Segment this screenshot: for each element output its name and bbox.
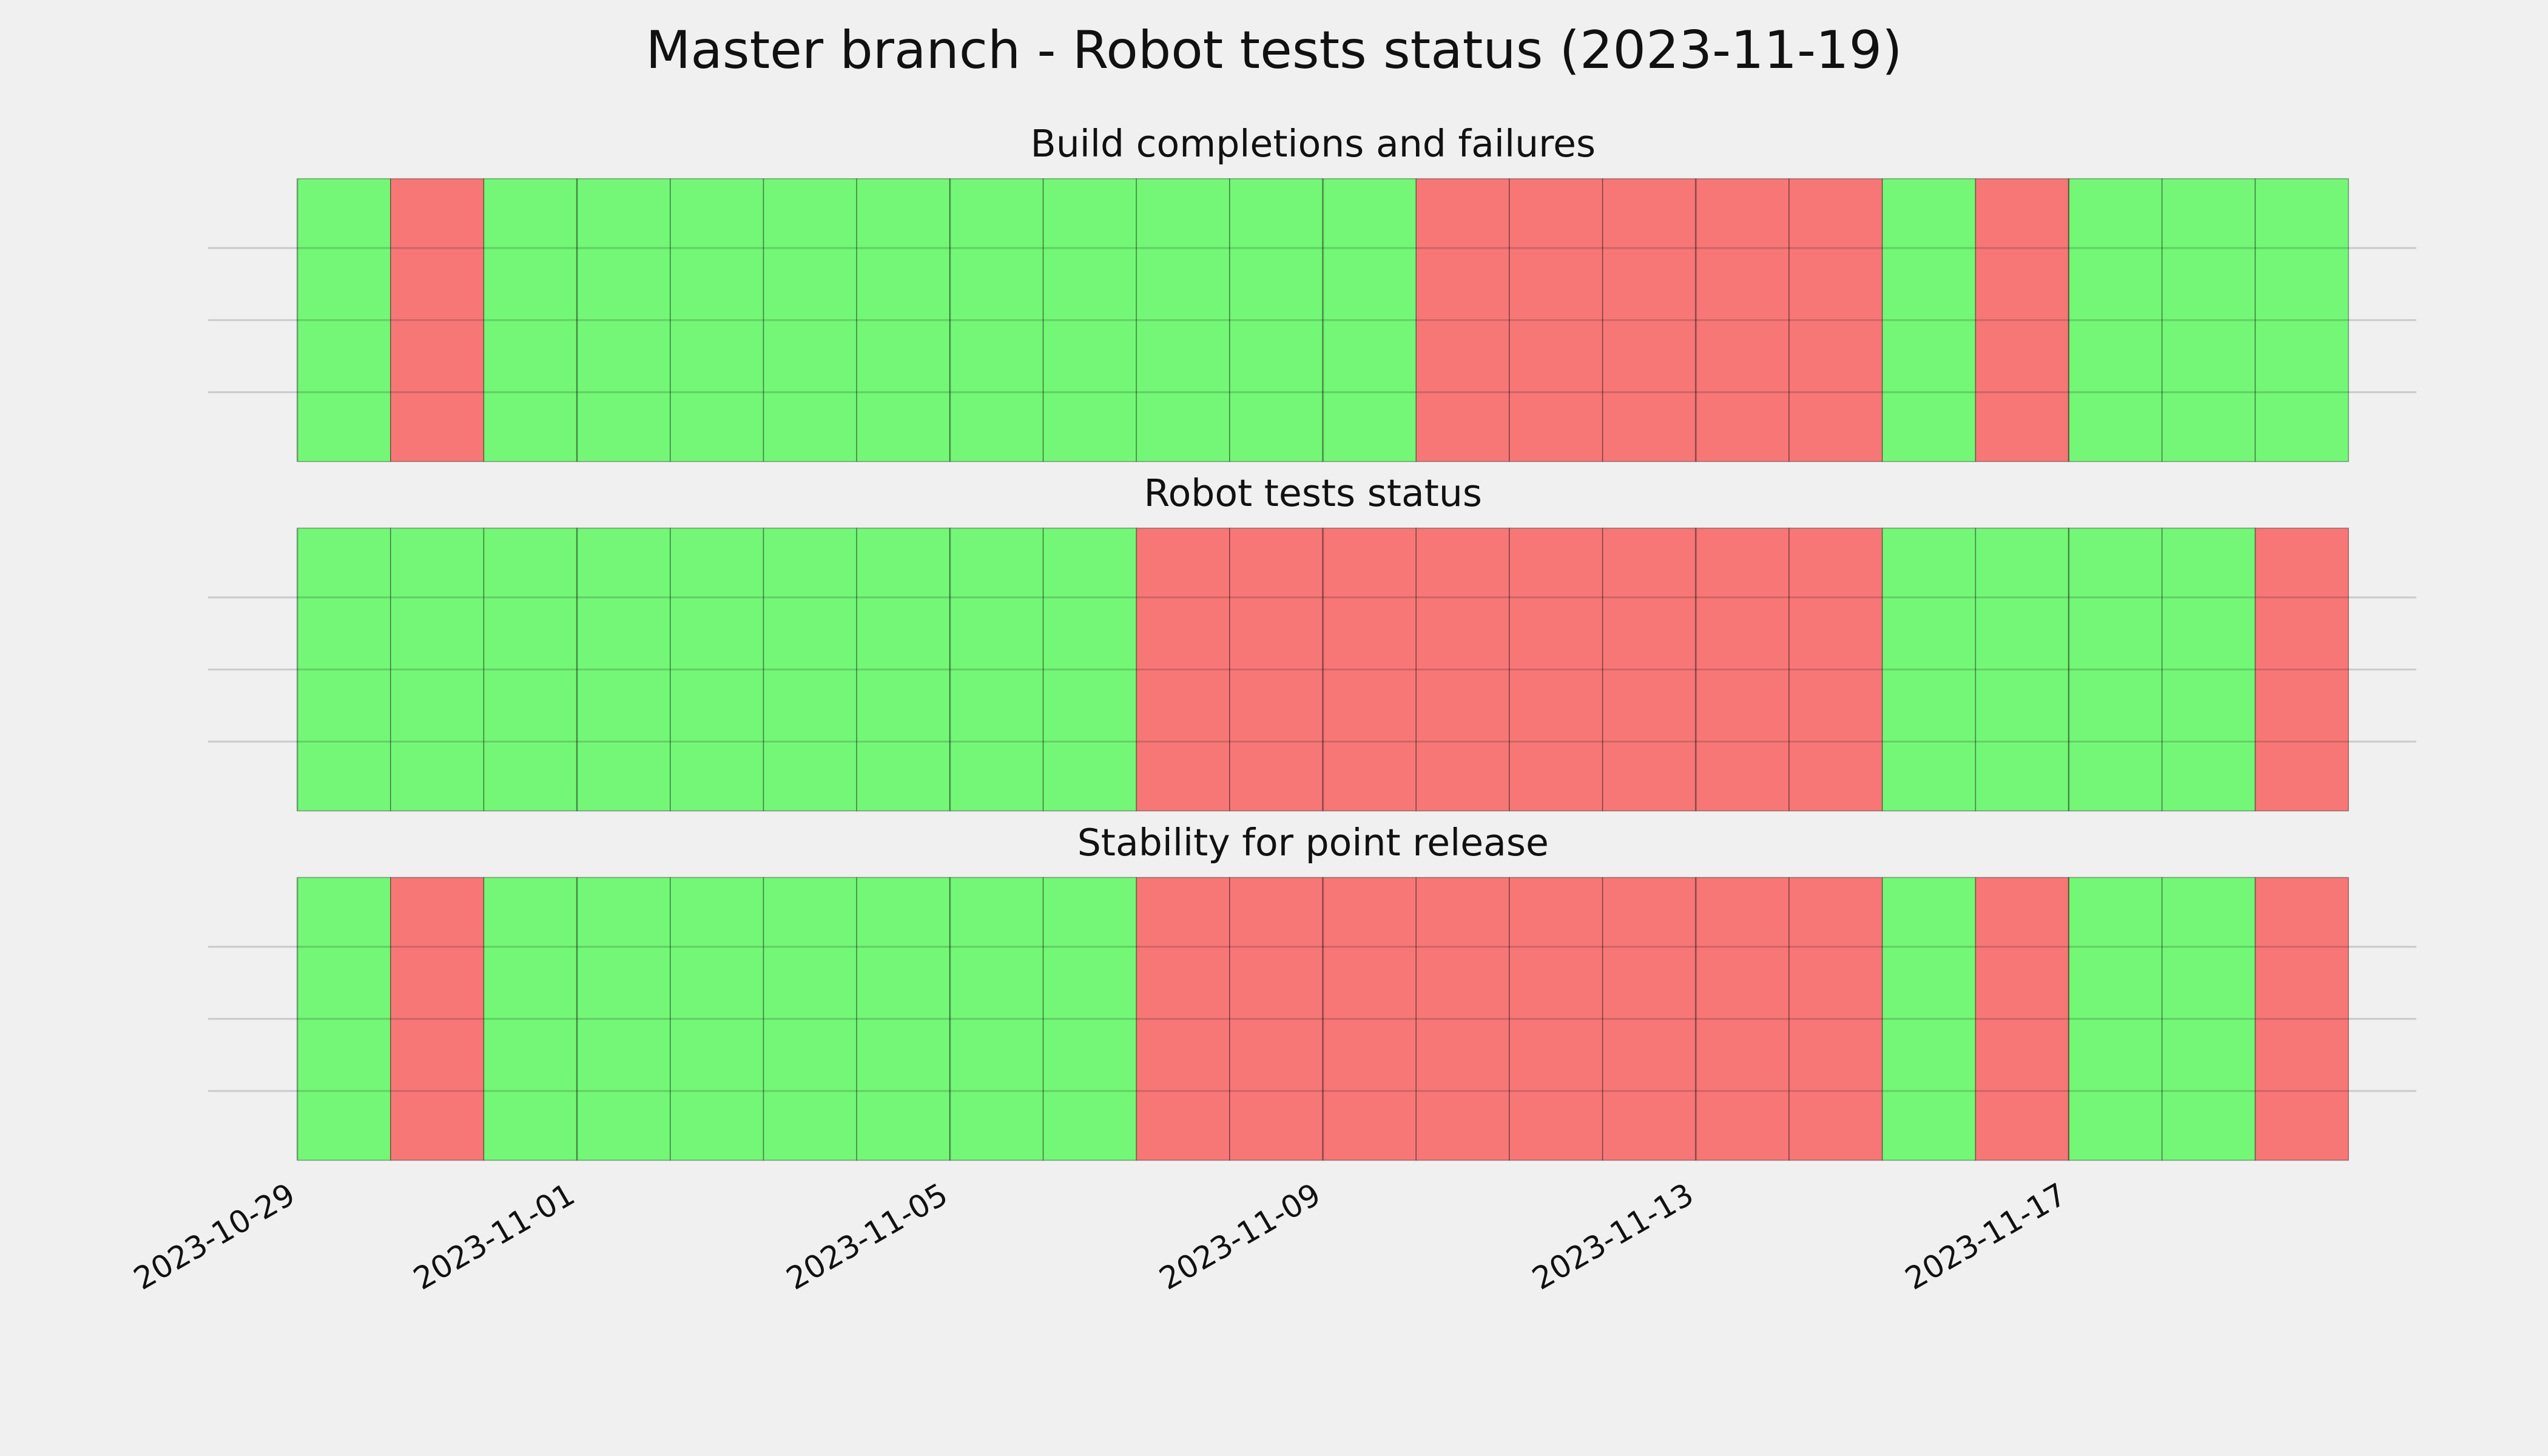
figure-title: Master branch - Robot tests status (2023… bbox=[645, 20, 1902, 81]
status-bar bbox=[1975, 877, 2069, 1161]
status-bar bbox=[576, 527, 671, 812]
status-bar bbox=[1881, 178, 1977, 462]
status-bar bbox=[1415, 178, 1510, 462]
status-bar bbox=[1509, 178, 1603, 462]
status-bar bbox=[1602, 178, 1697, 462]
status-bar bbox=[763, 527, 858, 812]
status-bar bbox=[576, 877, 671, 1161]
status-bar bbox=[1042, 877, 1138, 1161]
status-bar bbox=[1415, 877, 1510, 1161]
status-bar bbox=[1042, 178, 1138, 462]
status-bar bbox=[1695, 527, 1790, 812]
status-bar bbox=[1788, 527, 1883, 812]
status-bar bbox=[2161, 877, 2256, 1161]
status-bar bbox=[1136, 178, 1230, 462]
status-bar bbox=[2068, 877, 2163, 1161]
status-bar bbox=[949, 527, 1044, 812]
panel-title: Stability for point release bbox=[1077, 821, 1549, 864]
status-bar bbox=[2254, 877, 2349, 1161]
status-bar bbox=[2068, 527, 2163, 812]
status-bar bbox=[670, 877, 764, 1161]
status-bar bbox=[949, 877, 1044, 1161]
status-bar bbox=[763, 178, 858, 462]
status-bar bbox=[1415, 527, 1510, 812]
status-bar bbox=[297, 877, 391, 1161]
status-bar bbox=[949, 178, 1044, 462]
status-bar bbox=[1322, 178, 1417, 462]
status-bar bbox=[670, 178, 764, 462]
status-bar bbox=[1881, 527, 1977, 812]
status-bar bbox=[1695, 178, 1790, 462]
status-bar bbox=[856, 178, 951, 462]
status-bar bbox=[2161, 178, 2256, 462]
status-bar bbox=[483, 178, 578, 462]
status-bar bbox=[1229, 877, 1324, 1161]
status-bar bbox=[763, 877, 858, 1161]
status-bar bbox=[856, 877, 951, 1161]
x-tick-label: 2023-11-01 bbox=[408, 1177, 581, 1298]
x-tick-label: 2023-11-05 bbox=[781, 1177, 954, 1298]
status-bar bbox=[389, 178, 485, 462]
status-bar bbox=[483, 877, 578, 1161]
status-bar bbox=[1509, 877, 1603, 1161]
status-bar bbox=[483, 527, 578, 812]
status-bar bbox=[2254, 178, 2349, 462]
x-tick-label: 2023-10-29 bbox=[128, 1177, 302, 1298]
status-bar bbox=[1695, 877, 1790, 1161]
status-bar bbox=[1788, 877, 1883, 1161]
x-tick-label: 2023-11-17 bbox=[1899, 1177, 2073, 1298]
x-tick-label: 2023-11-13 bbox=[1526, 1177, 1700, 1298]
panel-title: Build completions and failures bbox=[1030, 122, 1596, 166]
status-bar bbox=[856, 527, 951, 812]
status-bar bbox=[297, 527, 391, 812]
status-bar bbox=[1229, 527, 1324, 812]
x-tick-label: 2023-11-09 bbox=[1154, 1177, 1327, 1298]
status-bar bbox=[1788, 178, 1883, 462]
status-bar bbox=[2068, 178, 2163, 462]
status-bar bbox=[2254, 527, 2349, 812]
status-bar bbox=[1136, 527, 1230, 812]
status-bar bbox=[1975, 178, 2069, 462]
status-bar bbox=[1042, 527, 1138, 812]
status-bar bbox=[2161, 527, 2256, 812]
panel-title: Robot tests status bbox=[1144, 471, 1482, 515]
status-bar bbox=[389, 527, 485, 812]
status-bar bbox=[1509, 527, 1603, 812]
status-bar bbox=[389, 877, 485, 1161]
status-bar bbox=[1975, 527, 2069, 812]
status-bar bbox=[1322, 527, 1417, 812]
status-bar bbox=[1602, 527, 1697, 812]
status-bar bbox=[670, 527, 764, 812]
status-bar bbox=[576, 178, 671, 462]
status-bar bbox=[1881, 877, 1977, 1161]
status-bar bbox=[297, 178, 391, 462]
